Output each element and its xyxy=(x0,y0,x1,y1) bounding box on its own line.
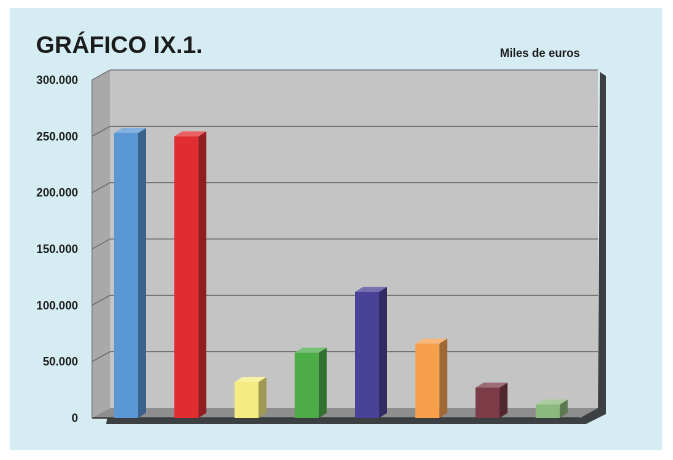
bar-side xyxy=(318,347,327,418)
bar-side xyxy=(499,382,508,418)
bar-side xyxy=(559,399,568,418)
bar-side xyxy=(379,286,387,418)
y-tick-label: 50.000 xyxy=(43,357,78,369)
bar-front xyxy=(475,387,500,418)
bar-front xyxy=(294,352,319,418)
bar-top xyxy=(174,131,207,137)
bar-top xyxy=(475,382,508,388)
gridline-side xyxy=(91,238,111,250)
gridline-side xyxy=(91,125,111,137)
bar-side xyxy=(439,338,448,418)
bar xyxy=(475,382,508,418)
gridline-side xyxy=(91,294,111,306)
bar xyxy=(234,376,267,418)
y-axis-ticks: 0 50.000 100.000 150.000 200.000 250.000 300.0… xyxy=(36,75,78,425)
bar xyxy=(294,347,327,418)
bar-top xyxy=(415,338,448,344)
bar-front xyxy=(174,136,199,419)
bar-top xyxy=(355,286,387,292)
bar xyxy=(355,286,387,418)
bar-front xyxy=(114,132,138,418)
floor xyxy=(92,408,598,418)
bars xyxy=(114,127,568,419)
bar-side xyxy=(138,127,146,418)
chart-walls xyxy=(91,70,606,424)
bar-front xyxy=(535,404,560,418)
bar-top xyxy=(294,347,327,353)
y-tick-label: 200.000 xyxy=(36,188,78,200)
page-title: GRÁFICO IX.1. xyxy=(36,32,203,59)
y-tick-label: 100.000 xyxy=(36,300,78,312)
bar xyxy=(114,127,146,418)
bar xyxy=(415,338,448,418)
bar xyxy=(174,131,207,419)
units-label: Miles de euros xyxy=(500,48,580,60)
bar-top xyxy=(114,127,146,133)
bar-top xyxy=(535,399,568,405)
bar-front xyxy=(415,343,440,418)
bar-front xyxy=(234,381,259,418)
bar-top xyxy=(234,376,267,382)
y-tick-label: 250.000 xyxy=(36,131,78,143)
y-tick-label: 300.000 xyxy=(36,75,78,87)
bar-side xyxy=(198,131,207,419)
y-tick-label: 0 xyxy=(72,413,78,425)
bar-front xyxy=(355,291,379,418)
gridline-side xyxy=(91,69,111,81)
gridline-side xyxy=(91,351,111,363)
y-tick-label: 150.000 xyxy=(36,244,78,256)
bar xyxy=(535,399,568,418)
gridline-side xyxy=(91,182,111,194)
bar-side xyxy=(258,376,267,418)
